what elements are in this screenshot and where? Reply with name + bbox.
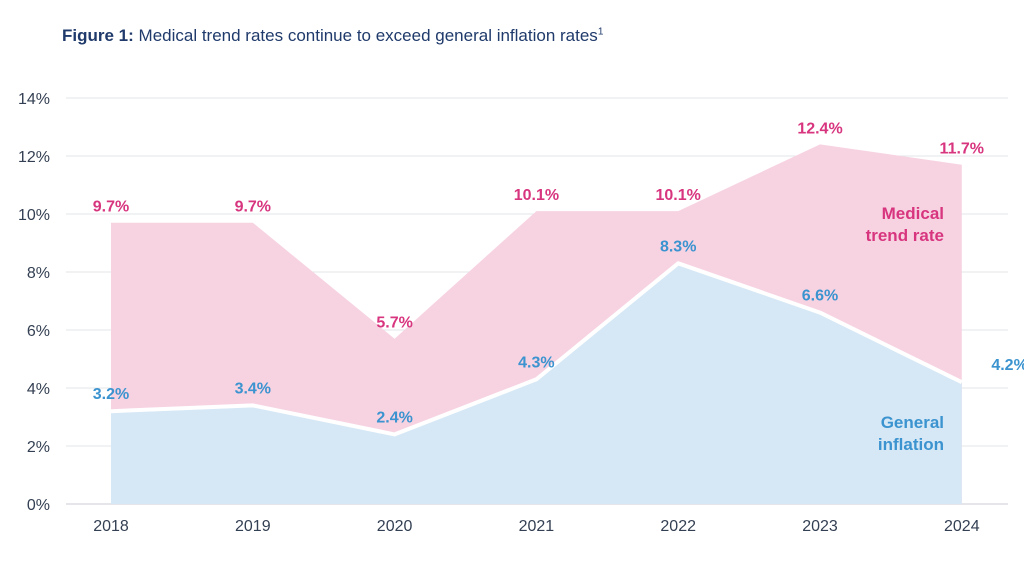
title-footnote: 1 [597, 26, 604, 38]
x-tick-label: 2023 [802, 518, 838, 535]
areas [110, 144, 963, 504]
legend-inflation-line2: inflation [878, 435, 944, 454]
x-axis: 2018 2019 2020 2021 2022 2023 2024 [93, 518, 979, 535]
y-tick-label: 6% [27, 323, 50, 340]
legend-medical-line2: trend rate [866, 226, 944, 245]
title-text: Medical trend rates continue to exceed g… [138, 26, 598, 45]
x-tick-label: 2022 [660, 518, 696, 535]
medical-data-label: 12.4% [797, 120, 842, 137]
y-tick-label: 12% [18, 149, 50, 166]
y-tick-label: 4% [27, 381, 50, 398]
y-tick-label: 10% [18, 207, 50, 224]
medical-data-label: 11.7% [940, 141, 984, 158]
chart-title: Figure 1: Medical trend rates continue t… [62, 26, 603, 46]
inflation-data-label: 3.4% [235, 380, 271, 397]
general-inflation-area [111, 263, 962, 504]
x-tick-label: 2024 [944, 518, 980, 535]
legend: Medical trend rate General inflation [866, 204, 944, 454]
inflation-data-label: 4.3% [518, 354, 554, 371]
inflation-data-label: 8.3% [660, 238, 696, 255]
inflation-data-label: 6.6% [802, 288, 838, 305]
y-tick-label: 0% [27, 497, 50, 514]
data-labels: 9.7% 9.7% 5.7% 10.1% 10.1% 12.4% 11.7% 3.2% 3.4%… [93, 120, 1024, 426]
x-tick-label: 2021 [519, 518, 555, 535]
x-tick-label: 2019 [235, 518, 271, 535]
y-tick-label: 14% [18, 91, 50, 108]
x-tick-label: 2018 [93, 518, 129, 535]
inflation-data-label: 4.2% [991, 357, 1024, 374]
y-tick-label: 2% [27, 439, 50, 456]
inflation-line [110, 261, 963, 437]
y-tick-label: 8% [27, 265, 50, 282]
x-tick-label: 2020 [377, 518, 413, 535]
medical-data-label: 9.7% [235, 199, 271, 216]
legend-medical-line1: Medical [882, 204, 944, 223]
medical-data-label: 9.7% [93, 199, 129, 216]
medical-data-label: 5.7% [376, 315, 412, 332]
medical-data-label: 10.1% [514, 187, 559, 204]
inflation-data-label: 2.4% [376, 409, 412, 426]
y-axis: 0% 2% 4% 6% 8% 10% 12% 14% [18, 91, 50, 514]
title-prefix: Figure 1: [62, 26, 134, 45]
inflation-data-label: 3.2% [93, 386, 129, 403]
medical-data-label: 10.1% [656, 187, 701, 204]
legend-inflation-line1: General [881, 413, 944, 432]
